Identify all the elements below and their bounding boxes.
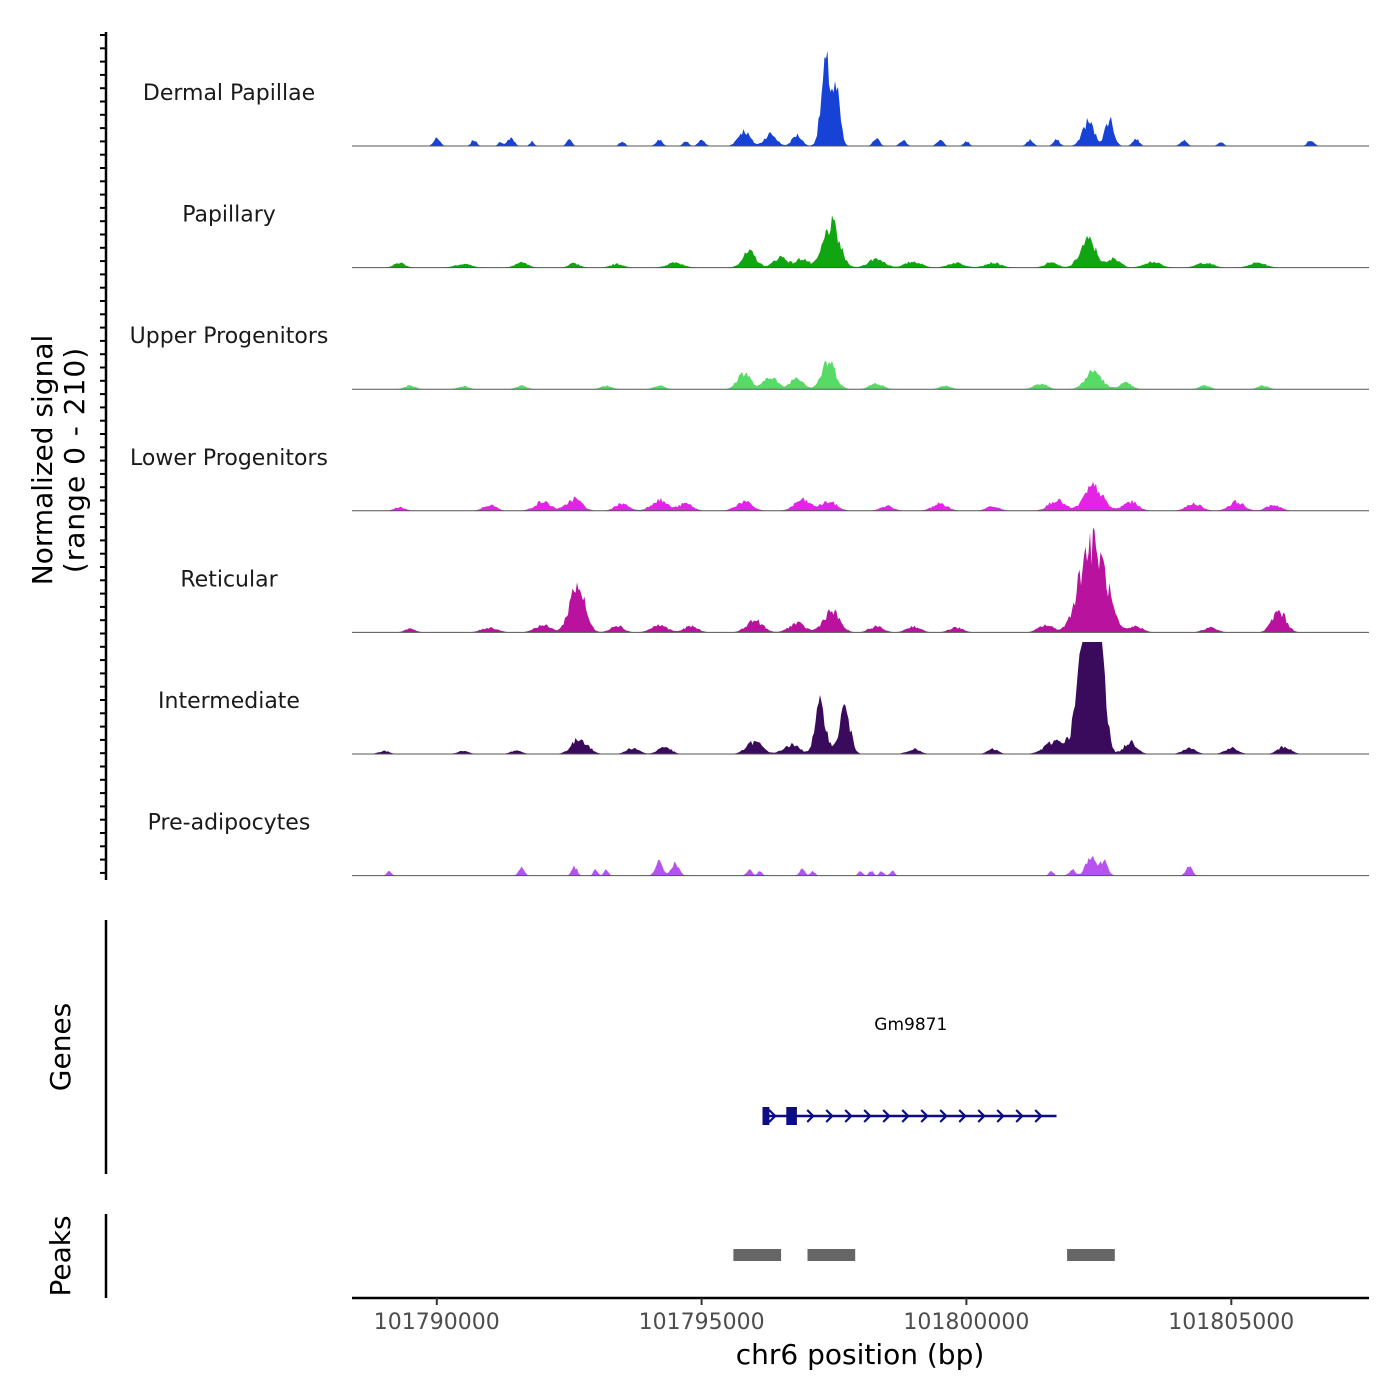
y-axis-subtitle: (range 0 - 210): [58, 347, 91, 573]
track-label: Intermediate: [158, 689, 300, 714]
strand-arrow: [1034, 1109, 1043, 1123]
strand-arrow: [939, 1109, 948, 1123]
track-label: Pre-adipocytes: [148, 811, 311, 836]
strand-arrow: [844, 1109, 853, 1123]
strand-arrow: [958, 1109, 967, 1123]
signal-y-axis-ticks: [100, 34, 106, 874]
strand-arrow: [768, 1109, 777, 1123]
genes-axis-label: Genes: [44, 1003, 77, 1091]
signal-area: [352, 642, 1369, 754]
track-pre-adipocytes: Pre-adipocytes: [148, 811, 1369, 877]
peaks-axis-label: Peaks: [44, 1215, 77, 1296]
strand-arrow: [977, 1109, 986, 1123]
gene-name: Gm9871: [874, 1015, 947, 1035]
x-tick-label: 101795000: [639, 1310, 765, 1335]
x-axis: 101790000 101795000 101800000 101805000 chr…: [352, 1296, 1369, 1371]
x-tick-label: 101800000: [903, 1310, 1029, 1335]
strand-arrow: [882, 1109, 891, 1123]
x-axis-ticks: 101790000 101795000 101800000 101805000: [374, 1298, 1294, 1335]
track-label: Upper Progenitors: [130, 324, 329, 349]
strand-arrow: [1015, 1109, 1024, 1123]
track-label: Papillary: [182, 203, 276, 228]
strand-arrow: [920, 1109, 929, 1123]
track-label: Dermal Papillae: [143, 81, 315, 106]
strand-arrow: [806, 1109, 815, 1123]
signal-area: [352, 527, 1369, 633]
track-upper-progenitors: Upper Progenitors: [130, 324, 1369, 390]
signal-area: [352, 855, 1369, 876]
strand-arrow: [901, 1109, 910, 1123]
strand-arrow: [825, 1109, 834, 1123]
track-label: Lower Progenitors: [130, 446, 328, 471]
exon: [786, 1107, 797, 1125]
x-axis-title: chr6 position (bp): [736, 1338, 985, 1371]
track-papillary: Papillary: [182, 203, 1369, 269]
signal-y-axis: [100, 32, 108, 880]
track-intermediate: Intermediate: [158, 642, 1369, 755]
y-axis-title: Normalized signal: [26, 335, 59, 586]
signal-area: [352, 360, 1369, 390]
track-reticular: Reticular: [180, 527, 1369, 633]
signal-tracks: Dermal Papillae Papillary Upper Progenitor…: [130, 50, 1369, 877]
strand-arrow: [863, 1109, 872, 1123]
strand-arrow: [996, 1109, 1005, 1123]
signal-area: [352, 481, 1369, 511]
signal-area: [352, 50, 1369, 146]
peak-region: [1067, 1249, 1115, 1261]
gene-models: Gm9871: [762, 1015, 1057, 1125]
signal-area: [352, 215, 1369, 268]
x-tick-label: 101805000: [1168, 1310, 1294, 1335]
genes-panel: Genes Gm9871: [44, 920, 1057, 1174]
track-label: Reticular: [180, 567, 278, 592]
peak-region: [733, 1249, 782, 1261]
peaks-panel: Peaks: [44, 1214, 1115, 1298]
peak-region: [807, 1249, 856, 1261]
track-dermal-papillae: Dermal Papillae: [143, 50, 1369, 147]
exon: [762, 1107, 770, 1125]
x-tick-label: 101790000: [374, 1310, 500, 1335]
track-lower-progenitors: Lower Progenitors: [130, 446, 1369, 512]
peak-regions: [733, 1249, 1115, 1261]
